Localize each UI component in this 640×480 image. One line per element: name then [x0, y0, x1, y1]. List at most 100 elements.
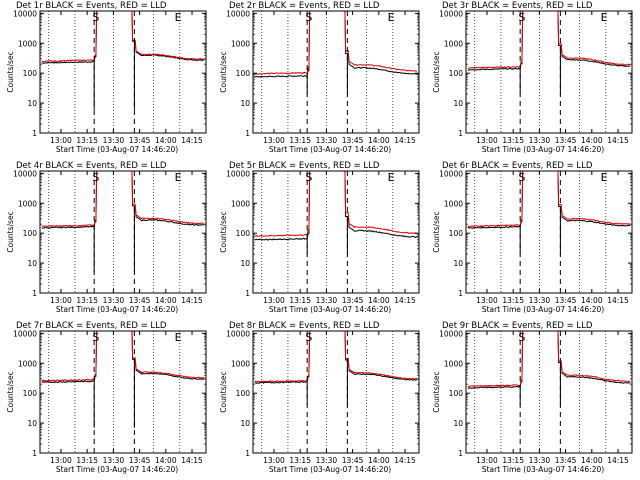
x-axis-label: Start Time (03-Aug-07 14:46:20) [482, 465, 604, 474]
plot-frame [465, 10, 633, 134]
x-tick-label: 13:00 [263, 296, 285, 305]
y-tick-label: 100 [236, 69, 251, 78]
x-tick-label: 13:30 [316, 296, 338, 305]
x-tick-label: 13:45 [129, 136, 151, 145]
interval-marker-s: S [518, 11, 525, 24]
y-tick-label: 10000 [226, 169, 250, 178]
x-axis-label: Start Time (03-Aug-07 14:46:20) [269, 145, 391, 154]
y-tick-label: 100 [449, 69, 464, 78]
series-lld-line [41, 171, 205, 228]
y-tick-label: 10 [240, 419, 250, 428]
x-tick-label: 13:45 [342, 136, 364, 145]
panel-title: Det 7r BLACK = Events, RED = LLD [16, 321, 167, 331]
series-lld-line [467, 11, 631, 69]
x-tick-label: 14:00 [368, 136, 390, 145]
x-tick-label: 14:00 [581, 136, 603, 145]
x-tick-label: 14:15 [394, 136, 416, 145]
interval-marker-s: S [92, 171, 99, 184]
x-tick-label: 13:00 [50, 456, 72, 465]
x-tick-label: 14:00 [368, 456, 390, 465]
x-tick-label: 14:15 [181, 456, 203, 465]
series-events-line [467, 331, 631, 406]
y-tick-label: 100 [236, 389, 251, 398]
interval-marker-s: S [518, 331, 525, 344]
y-tick-label: 10000 [226, 329, 250, 338]
x-tick-label: 13:15 [289, 136, 311, 145]
x-tick-label: 13:45 [129, 456, 151, 465]
series-lld-line [254, 331, 418, 383]
plot-frame [252, 10, 420, 134]
x-tick-label: 13:15 [502, 136, 524, 145]
interval-marker-s: S [92, 11, 99, 24]
x-tick-label: 13:15 [76, 456, 98, 465]
series-lld-line [467, 171, 631, 228]
panel-title: Det 3r BLACK = Events, RED = LLD [442, 1, 593, 11]
series-events-line [41, 331, 205, 428]
panel-det-2: Det 2r BLACK = Events, RED = LLD 1 10 100 10… [219, 1, 420, 154]
x-tick-label: 14:00 [368, 296, 390, 305]
x-axis-label: Start Time (03-Aug-07 14:46:20) [482, 145, 604, 154]
x-tick-label: 13:30 [316, 456, 338, 465]
y-tick-label: 100 [23, 229, 38, 238]
y-tick-label: 10000 [439, 169, 463, 178]
panel-det-3: Det 3r BLACK = Events, RED = LLD 1 10 100 10… [432, 1, 633, 154]
panel-title: Det 9r BLACK = Events, RED = LLD [442, 321, 593, 331]
x-tick-label: 13:00 [50, 296, 72, 305]
y-tick-label: 1 [32, 289, 37, 298]
y-tick-label: 10000 [13, 9, 37, 18]
x-tick-label: 13:45 [342, 296, 364, 305]
x-tick-label: 13:15 [502, 296, 524, 305]
panel-det-1: Det 1r BLACK = Events, RED = LLD 1 10 100 10… [6, 1, 207, 154]
x-tick-label: 14:00 [581, 296, 603, 305]
plot-frame [39, 10, 207, 134]
y-tick-label: 1 [458, 129, 463, 138]
plot-frame [465, 330, 633, 454]
x-tick-label: 13:00 [476, 136, 498, 145]
plot-frame [39, 330, 207, 454]
x-tick-label: 14:15 [394, 456, 416, 465]
plot-frame [39, 170, 207, 294]
series-lld-line [41, 331, 205, 382]
series-lld-line [254, 171, 418, 238]
panel-title: Det 1r BLACK = Events, RED = LLD [16, 1, 167, 11]
y-tick-label: 100 [449, 389, 464, 398]
series-lld-line [254, 11, 418, 75]
interval-marker-s: S [305, 11, 312, 24]
plot-frame [252, 330, 420, 454]
y-axis-label: Counts/sec [219, 51, 228, 92]
y-tick-label: 1000 [444, 199, 463, 208]
y-tick-label: 10000 [439, 329, 463, 338]
x-axis-label: Start Time (03-Aug-07 14:46:20) [269, 465, 391, 474]
y-tick-label: 1000 [444, 39, 463, 48]
series-events-line [467, 11, 631, 95]
panel-det-4: Det 4r BLACK = Events, RED = LLD 1 10 100 10… [6, 161, 207, 314]
x-tick-label: 13:30 [529, 296, 551, 305]
x-tick-label: 14:15 [181, 296, 203, 305]
x-tick-label: 13:15 [76, 136, 98, 145]
x-tick-label: 13:45 [555, 296, 577, 305]
x-tick-label: 13:15 [289, 296, 311, 305]
y-tick-label: 10 [240, 259, 250, 268]
y-tick-label: 10 [27, 99, 37, 108]
panel-title: Det 2r BLACK = Events, RED = LLD [229, 1, 380, 11]
x-tick-label: 14:15 [181, 136, 203, 145]
x-axis-label: Start Time (03-Aug-07 14:46:20) [482, 305, 604, 314]
panel-title: Det 4r BLACK = Events, RED = LLD [16, 161, 167, 171]
y-axis-label: Counts/sec [6, 51, 15, 92]
interval-marker-e: E [175, 331, 182, 344]
interval-marker-s: S [92, 331, 99, 344]
interval-marker-e: E [175, 11, 182, 24]
x-tick-label: 13:00 [263, 136, 285, 145]
y-tick-label: 1 [245, 449, 250, 458]
y-axis-label: Counts/sec [6, 211, 15, 252]
y-tick-label: 10000 [226, 9, 250, 18]
x-tick-label: 13:30 [316, 136, 338, 145]
y-tick-label: 1 [458, 289, 463, 298]
panel-title: Det 6r BLACK = Events, RED = LLD [442, 161, 593, 171]
series-events-line [254, 331, 418, 406]
series-events-line [467, 171, 631, 255]
panel-title: Det 8r BLACK = Events, RED = LLD [229, 321, 380, 331]
y-tick-label: 100 [23, 69, 38, 78]
x-tick-label: 14:00 [155, 456, 177, 465]
